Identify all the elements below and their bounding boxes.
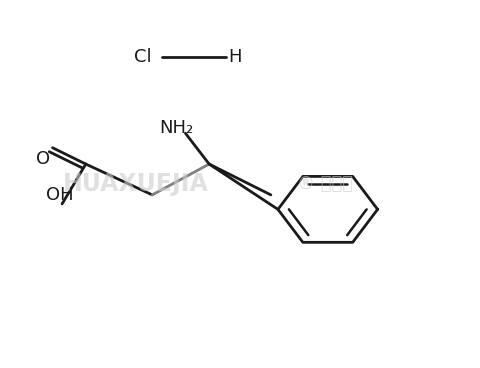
Text: H: H	[228, 48, 242, 66]
Text: HUAXUEJIA: HUAXUEJIA	[63, 172, 208, 196]
Text: Cl: Cl	[134, 48, 152, 66]
Text: NH₂: NH₂	[159, 119, 193, 137]
Text: OH: OH	[46, 186, 73, 204]
Text: O: O	[36, 150, 50, 168]
Text: ® 化学加: ® 化学加	[297, 175, 353, 193]
